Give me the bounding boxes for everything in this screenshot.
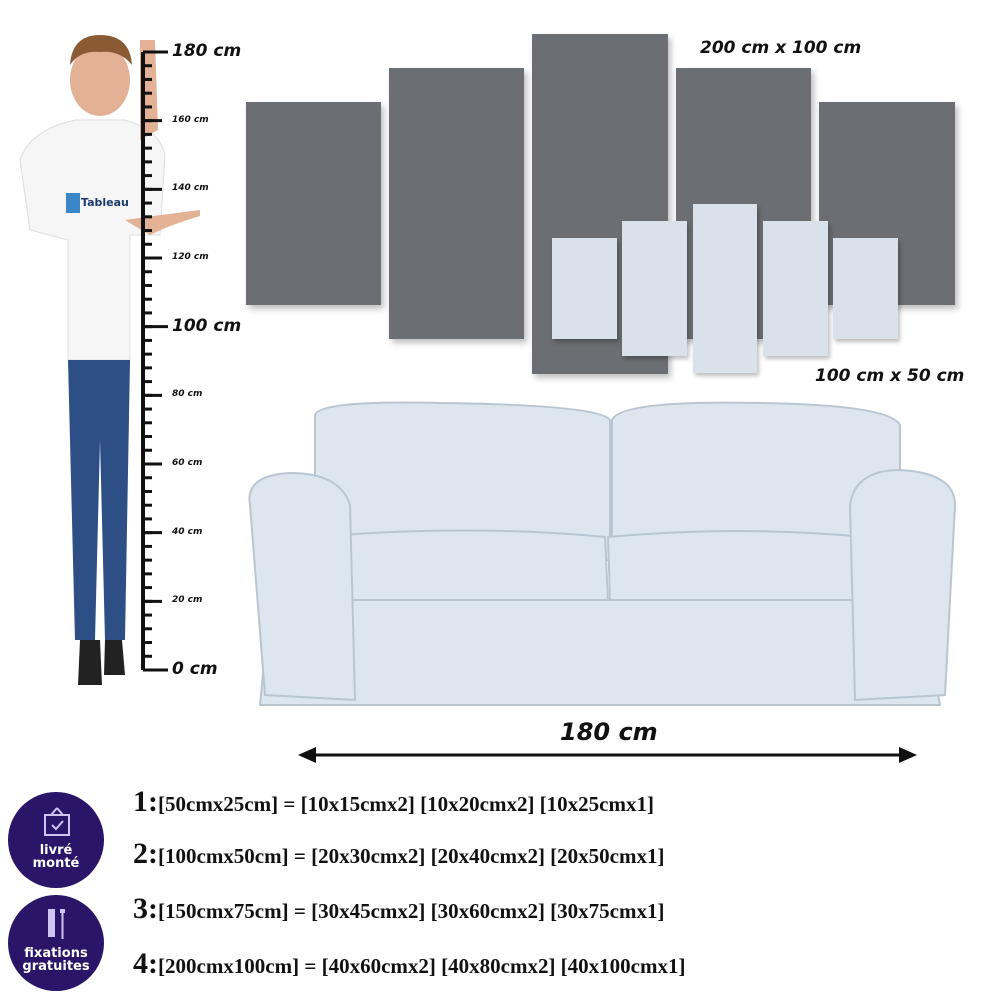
ruler-label: 0 cm <box>172 659 218 679</box>
size-option-3: 3:[150cmx75cm] = [30x45cmx2] [30x60cmx2]… <box>133 892 664 926</box>
large-panel-1 <box>246 102 381 305</box>
ruler-label: 60 cm <box>172 458 203 468</box>
ruler-label: 120 cm <box>172 252 209 262</box>
size-text: [100cmx50cm] = [20x30cmx2] [20x40cmx2] [… <box>158 844 665 868</box>
small-panel-1 <box>552 238 617 339</box>
ruler-label: 20 cm <box>172 595 203 606</box>
width-arrow <box>298 747 917 763</box>
logo-icon <box>66 193 80 213</box>
large-panel-2 <box>389 68 524 339</box>
badge-fixations-gratuites: fixations gratuites <box>8 895 104 991</box>
size-text: [200cmx100cm] = [40x60cmx2] [40x80cmx2] … <box>158 954 686 978</box>
size-number: 1: <box>133 785 158 818</box>
ruler-label: 140 cm <box>172 183 209 194</box>
small-panel-3 <box>693 204 757 373</box>
size-text: [50cmx25cm] = [10x15cmx2] [10x20cmx2] [1… <box>158 792 654 816</box>
shirt-logo-text: Tableau <box>81 196 129 209</box>
ruler-label: 80 cm <box>172 389 203 400</box>
ruler-label: 160 cm <box>172 114 209 125</box>
size-number: 2: <box>133 837 158 870</box>
height-ruler <box>141 50 168 672</box>
size-option-2: 2:[100cmx50cm] = [20x30cmx2] [20x40cmx2]… <box>133 837 664 871</box>
sofa-illustration <box>248 401 957 706</box>
small-panel-4 <box>763 221 828 356</box>
size-text: [150cmx75cm] = [30x45cmx2] [30x60cmx2] [… <box>158 899 665 923</box>
size-option-1: 1:[50cmx25cm] = [10x15cmx2] [10x20cmx2] … <box>133 785 654 819</box>
sofa-width-label: 180 cm <box>560 718 658 746</box>
small-panel-2 <box>622 221 687 356</box>
badge-label: livré monté <box>32 843 80 871</box>
size-number: 3: <box>133 892 158 925</box>
badge-livre-monte: livré monté <box>8 792 104 888</box>
small-size-label: 100 cm x 50 cm <box>815 366 965 386</box>
size-option-4: 4:[200cmx100cm] = [40x60cmx2] [40x80cmx2… <box>133 947 685 981</box>
size-number: 4: <box>133 947 158 980</box>
badge-label: fixations gratuites <box>22 946 90 974</box>
small-panel-5 <box>833 238 898 339</box>
person-illustration <box>19 35 200 685</box>
ruler-label: 180 cm <box>172 41 242 61</box>
framed-check-icon <box>44 807 70 836</box>
ruler-label: 100 cm <box>172 315 242 336</box>
large-size-label: 200 cm x 100 cm <box>700 38 862 58</box>
ruler-label: 40 cm <box>172 526 203 537</box>
screws-icon <box>48 909 65 939</box>
